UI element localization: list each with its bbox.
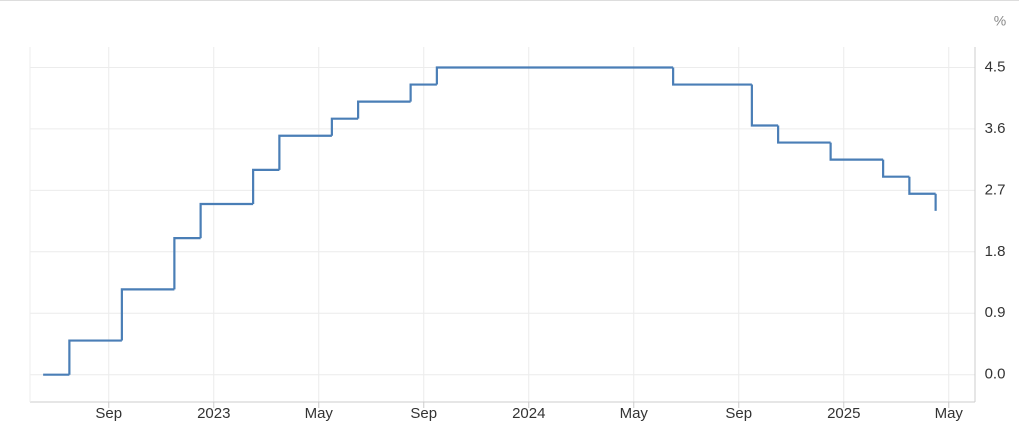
x-tick-label: 2024	[512, 405, 545, 422]
x-tick-label: May	[935, 405, 964, 422]
line-segment	[199, 202, 254, 239]
line-segment	[357, 100, 411, 119]
unit-label: %	[994, 13, 1006, 29]
line-segment	[120, 288, 175, 341]
line-segment	[882, 159, 910, 178]
line-segment	[750, 84, 779, 127]
x-tick-label: 2023	[197, 405, 230, 422]
x-tick-label: 2025	[827, 405, 860, 422]
x-tick-label: May	[305, 405, 334, 422]
line-segment	[908, 176, 936, 195]
x-tick-label: May	[620, 405, 649, 422]
line-segment	[330, 117, 359, 136]
line-segment	[435, 66, 674, 85]
line-segment	[173, 237, 201, 290]
line-segment	[672, 67, 752, 86]
x-tick-label: Sep	[725, 405, 752, 422]
y-tick-label: 2.7	[985, 181, 1006, 198]
y-tick-label: 3.6	[985, 120, 1006, 137]
y-tick-label: 1.8	[985, 243, 1006, 260]
y-tick-label: 4.5	[985, 58, 1006, 75]
line-segment	[252, 168, 280, 205]
y-tick-label: 0.9	[985, 304, 1006, 321]
y-tick-label: 0.0	[985, 366, 1006, 383]
line-segment	[68, 339, 122, 375]
line-segment	[409, 83, 437, 102]
x-tick-label: Sep	[410, 405, 437, 422]
line-segment	[278, 134, 332, 170]
line-segment	[777, 125, 831, 144]
line-segment	[829, 142, 884, 161]
x-tick-label: Sep	[95, 405, 122, 422]
